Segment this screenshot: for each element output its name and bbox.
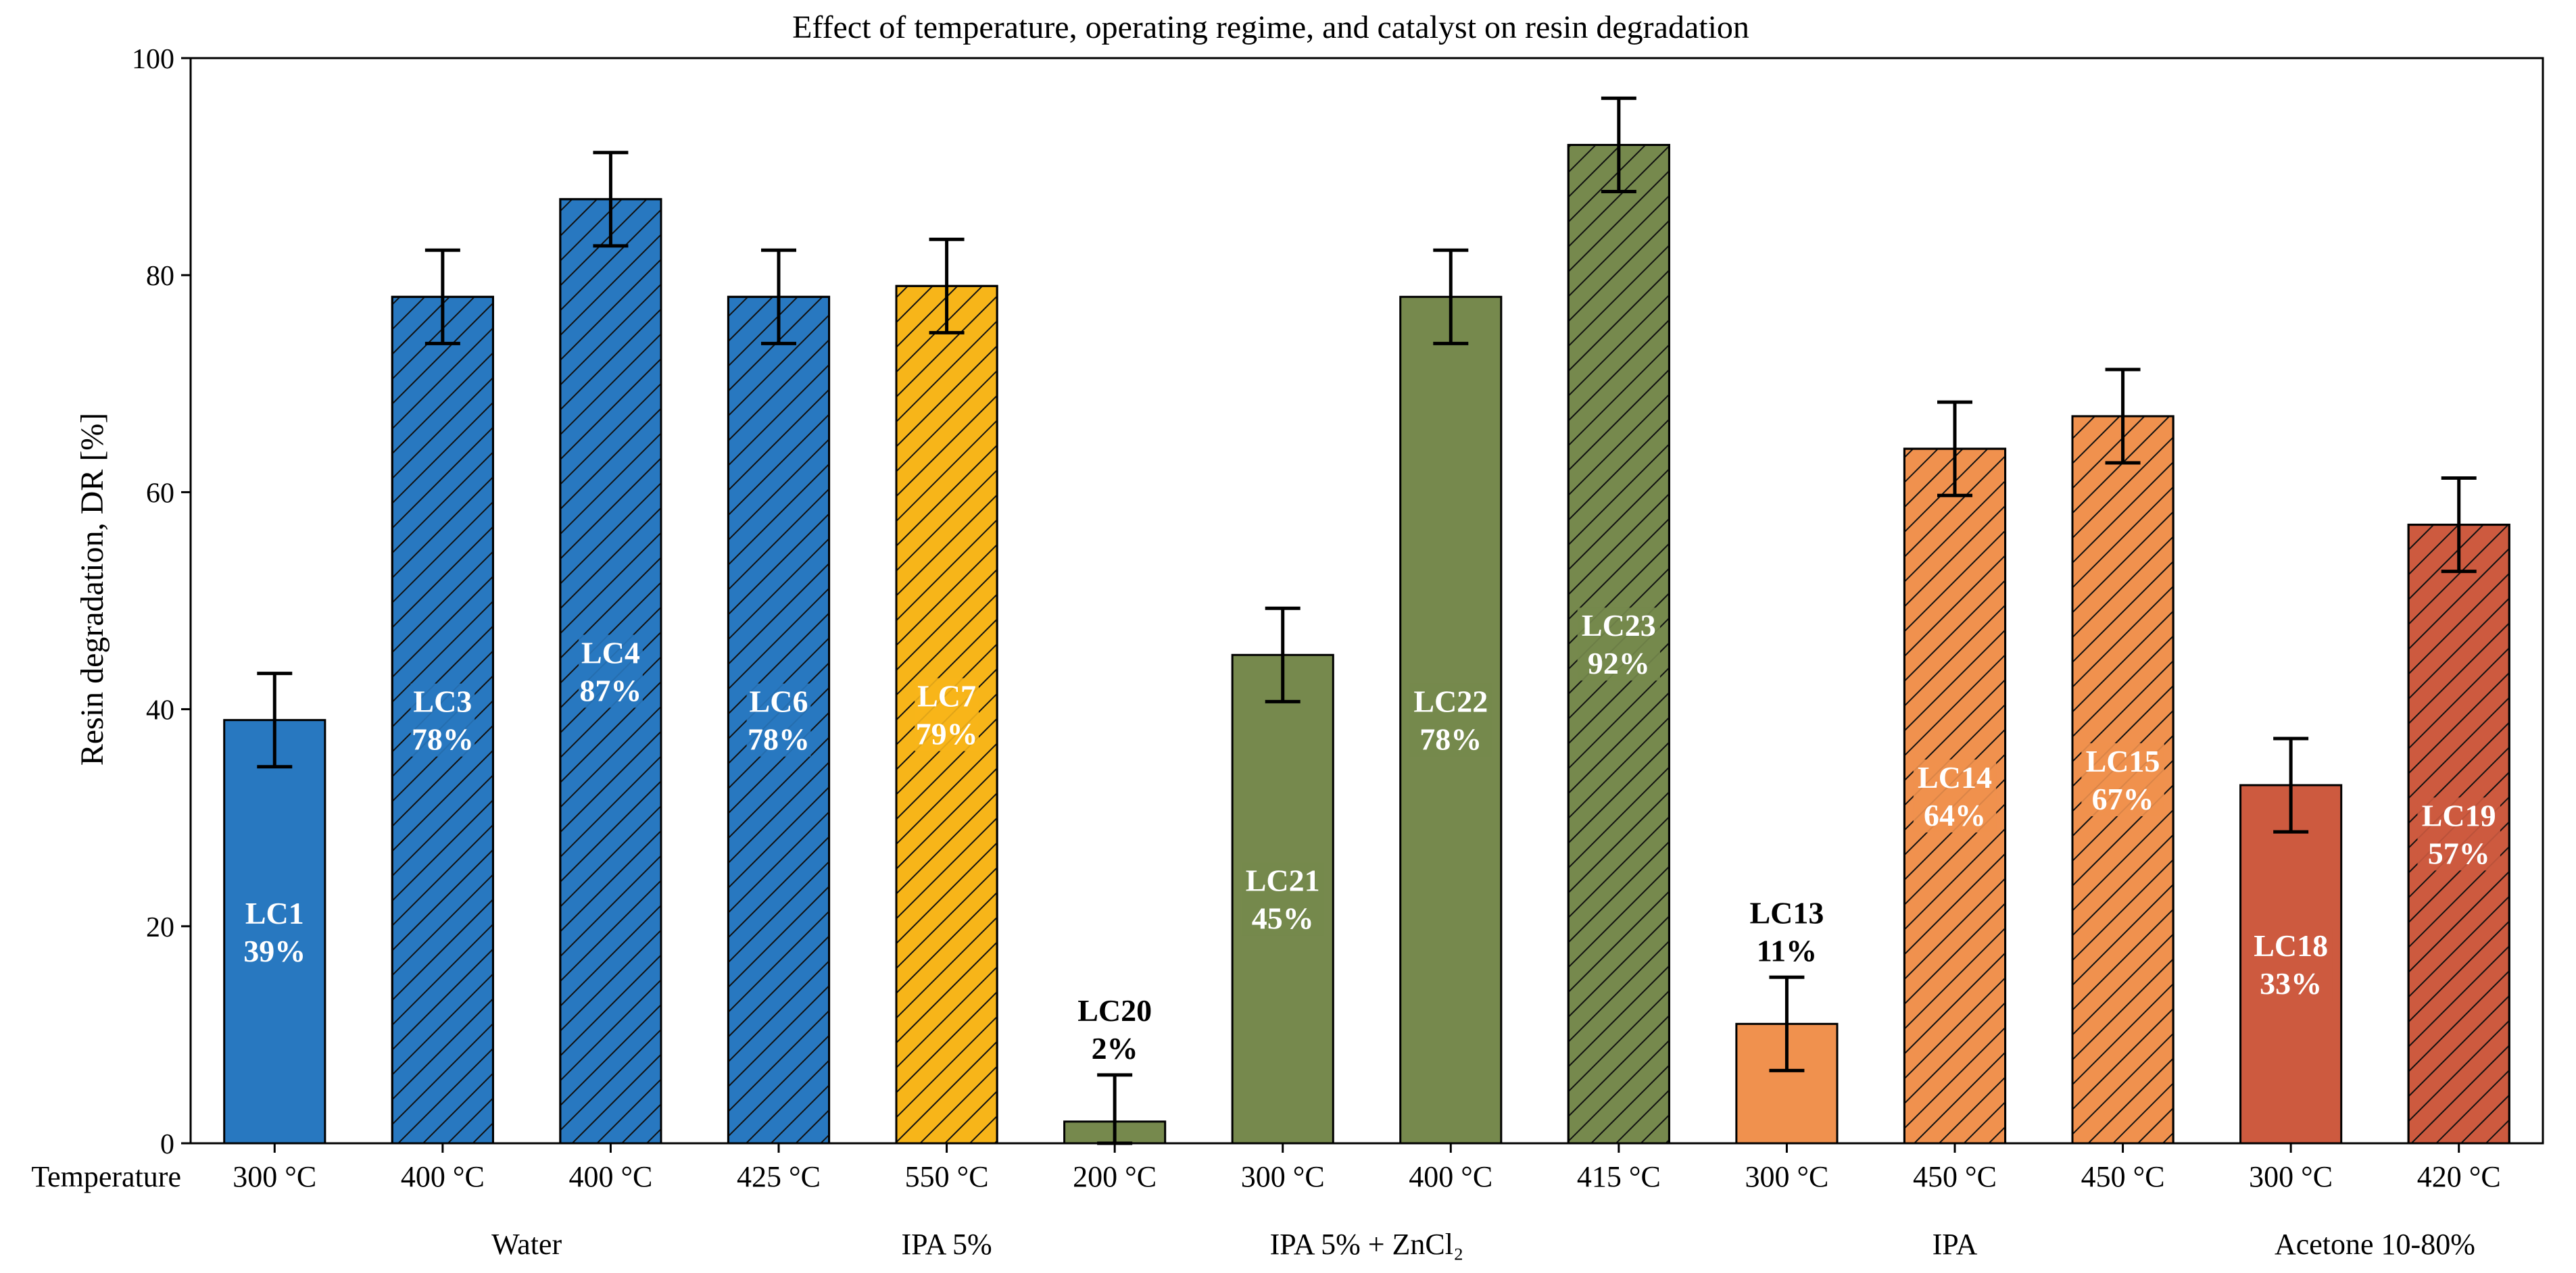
x-tick-label: 420 °C [2417, 1160, 2501, 1193]
data-label-bg [1913, 759, 1997, 833]
y-tick-label: 80 [146, 261, 174, 292]
temperature-row-label: Temperature [31, 1160, 181, 1193]
x-tick-label: 400 °C [568, 1160, 652, 1193]
data-label-bg [2417, 797, 2500, 871]
data-label-bg [1409, 683, 1492, 757]
data-label-lc1: LC1 39% [243, 896, 306, 968]
x-tick-label: 400 °C [401, 1160, 485, 1193]
chart-title: Effect of temperature, operating regime,… [792, 9, 1749, 45]
group-label: IPA 5% [902, 1228, 992, 1261]
data-label-lc7: LC7 79% [916, 679, 978, 751]
data-label-lc23: LC23 92% [1582, 608, 1656, 680]
data-label-lc14: LC14 64% [1918, 760, 1992, 832]
data-label-lc6: LC6 78% [748, 684, 810, 757]
group-label: Acetone 10-80% [2275, 1228, 2475, 1261]
x-tick-label: 200 °C [1073, 1160, 1157, 1193]
x-tick-label: 400 °C [1409, 1160, 1492, 1193]
data-label-lc22: LC22 78% [1413, 684, 1488, 757]
data-label-bg [2249, 928, 2333, 1001]
x-tick-label: 425 °C [737, 1160, 821, 1193]
y-tick-label: 100 [132, 44, 174, 75]
group-label: IPA [1933, 1228, 1978, 1261]
data-label-lc18: LC18 33% [2254, 928, 2328, 1001]
plot-frame [189, 57, 2544, 1145]
data-label-bg [410, 683, 475, 757]
data-label-lc13: LC13 11% [1749, 895, 1824, 968]
group-label: Water [491, 1228, 562, 1261]
data-label-lc3: LC3 78% [412, 684, 474, 757]
x-tick-label: 450 °C [1913, 1160, 1997, 1193]
y-axis-label: Resin degradation, DR [%] [74, 413, 110, 766]
x-tick-label: 450 °C [2081, 1160, 2165, 1193]
x-tick-label: 415 °C [1577, 1160, 1661, 1193]
x-tick-label: 300 °C [2249, 1160, 2333, 1193]
data-label-bg [915, 678, 979, 751]
data-label-lc4: LC4 87% [579, 635, 641, 707]
y-tick-label: 0 [160, 1129, 174, 1160]
x-tick-label: 300 °C [1241, 1160, 1325, 1193]
data-label-bg [242, 895, 307, 968]
data-label-lc19: LC19 57% [2422, 798, 2496, 870]
data-label-bg [1241, 862, 1324, 936]
data-label-bg [1577, 607, 1661, 681]
y-tick-label: 60 [146, 478, 174, 509]
data-label-bg [2081, 743, 2164, 816]
group-label: IPA 5% + ZnCl₂ [1270, 1228, 1464, 1261]
y-tick-label: 40 [146, 695, 174, 726]
data-label-lc15: LC15 67% [2086, 744, 2160, 816]
x-tick-label: 550 °C [905, 1160, 989, 1193]
data-label-bg [746, 683, 811, 757]
data-label-lc20: LC20 2% [1077, 993, 1152, 1066]
x-tick-label: 300 °C [1745, 1160, 1828, 1193]
y-tick-label: 20 [146, 912, 174, 943]
data-label-lc21: LC21 45% [1246, 864, 1320, 936]
data-label-bg [579, 634, 643, 708]
x-tick-label: 300 °C [233, 1160, 316, 1193]
